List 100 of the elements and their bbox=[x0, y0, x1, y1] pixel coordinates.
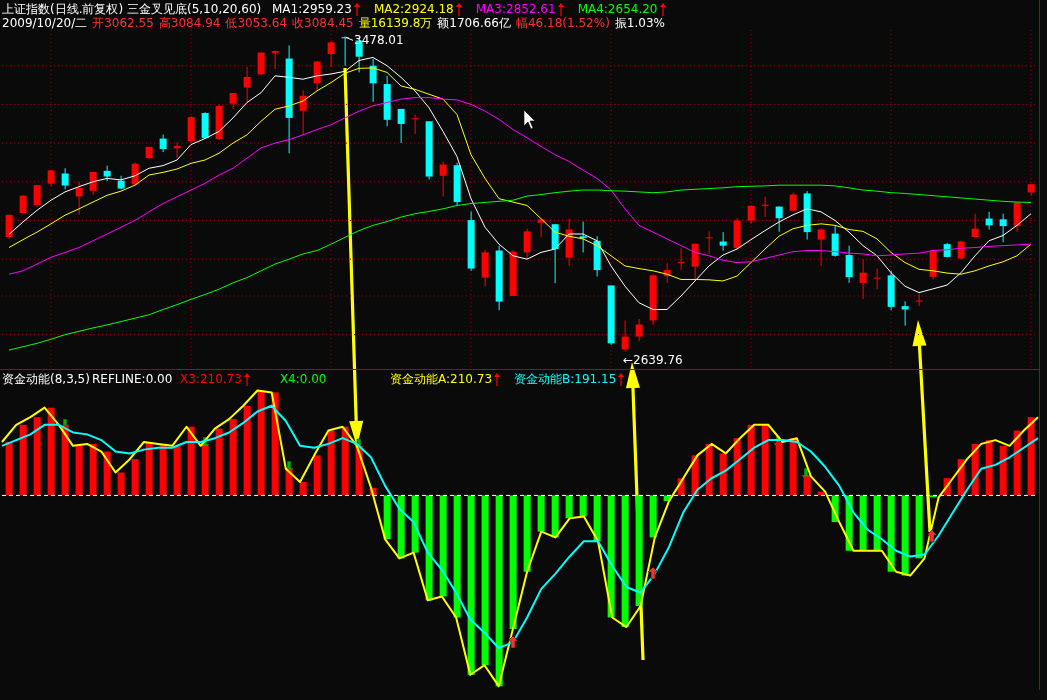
bar bbox=[5, 442, 13, 496]
candlestick bbox=[635, 318, 643, 342]
candlestick bbox=[327, 40, 335, 68]
text: 资金动能A:210.73 bbox=[390, 372, 493, 386]
candlestick bbox=[33, 184, 41, 208]
bar bbox=[481, 495, 489, 666]
bar bbox=[411, 495, 419, 553]
bar bbox=[187, 426, 195, 496]
candlestick bbox=[299, 89, 307, 136]
candlestick bbox=[61, 167, 69, 190]
bar bbox=[915, 495, 923, 559]
bar bbox=[565, 495, 573, 519]
bar bbox=[173, 445, 181, 496]
bar bbox=[229, 419, 237, 496]
text: X4:0.00 bbox=[279, 372, 327, 386]
candlestick bbox=[103, 165, 111, 182]
bar bbox=[131, 459, 139, 496]
bar bbox=[551, 495, 559, 538]
candlestick bbox=[89, 171, 97, 196]
bar bbox=[397, 495, 405, 559]
candlestick bbox=[19, 194, 27, 215]
candlestick bbox=[859, 258, 867, 300]
bar bbox=[47, 407, 55, 496]
candlestick bbox=[621, 319, 629, 352]
bar bbox=[901, 495, 909, 576]
candlestick bbox=[579, 221, 587, 253]
bar bbox=[635, 495, 643, 607]
text: 资金动能B:191.15 bbox=[514, 372, 617, 386]
annotation: 高3084.94 bbox=[158, 16, 221, 30]
bar bbox=[859, 495, 867, 551]
text: MA4:2654.20 bbox=[577, 2, 658, 16]
annotation: 幅46.18(1.52%) bbox=[515, 16, 610, 30]
bar bbox=[439, 495, 447, 597]
bar bbox=[1027, 417, 1035, 496]
bar bbox=[299, 482, 307, 496]
bar bbox=[705, 443, 713, 496]
candlestick bbox=[313, 60, 321, 92]
bar bbox=[313, 455, 321, 496]
candlestick bbox=[411, 114, 419, 135]
annotation: 3478.01 bbox=[354, 33, 404, 48]
text: MA3:2852.61 bbox=[475, 2, 556, 16]
bar bbox=[243, 405, 251, 496]
chart-title: 上证指数(日线.前复权) 三金叉见底(5,10,20,60) bbox=[2, 2, 262, 16]
bar bbox=[383, 495, 391, 540]
candlestick bbox=[873, 268, 881, 290]
bar bbox=[719, 453, 727, 496]
bar bbox=[593, 495, 601, 542]
bar bbox=[19, 424, 27, 496]
annotation: 额1706.66亿 bbox=[437, 16, 511, 30]
bar bbox=[1013, 430, 1021, 496]
candlestick bbox=[75, 181, 83, 216]
candlestick bbox=[971, 213, 979, 239]
bar bbox=[341, 426, 349, 496]
candlestick bbox=[831, 224, 839, 258]
bar bbox=[733, 438, 741, 496]
annotation: 2009/10/20/二 bbox=[2, 16, 88, 30]
bar bbox=[467, 495, 475, 675]
bar bbox=[425, 495, 433, 601]
bar bbox=[159, 443, 167, 496]
text: MA1:2959.23 bbox=[272, 2, 352, 16]
bar bbox=[621, 495, 629, 628]
ref-line-label: REFLINE:0.00 bbox=[92, 372, 173, 386]
bar bbox=[103, 451, 111, 496]
candlestick bbox=[775, 206, 783, 233]
candlestick bbox=[719, 231, 727, 252]
annotation: 振1.03% bbox=[614, 16, 665, 30]
bar bbox=[747, 424, 755, 496]
annotation: 收3084.45 bbox=[292, 16, 354, 30]
bar bbox=[607, 495, 615, 618]
chart-title: 资金动能(8,3,5) bbox=[2, 372, 90, 386]
bar bbox=[509, 495, 517, 629]
bar bbox=[327, 430, 335, 496]
bar bbox=[761, 424, 769, 496]
legend-label: X3:210.73 bbox=[180, 372, 242, 386]
bar bbox=[453, 495, 461, 618]
bar bbox=[257, 390, 265, 496]
candlestick bbox=[705, 230, 713, 255]
bar bbox=[215, 428, 223, 496]
candlestick bbox=[901, 300, 909, 327]
candlestick bbox=[439, 160, 447, 197]
candlestick bbox=[677, 247, 685, 271]
bar bbox=[523, 495, 531, 572]
annotation: 量16139.8万 bbox=[358, 16, 433, 30]
bar bbox=[887, 495, 895, 572]
bar bbox=[537, 495, 545, 532]
annotation: 开3062.55 bbox=[92, 16, 154, 30]
annotation: 低3053.64 bbox=[225, 16, 288, 30]
candlestick bbox=[817, 228, 825, 267]
bar bbox=[89, 443, 97, 496]
bar bbox=[789, 438, 797, 496]
bar bbox=[985, 440, 993, 496]
candlestick bbox=[747, 204, 755, 225]
bar bbox=[579, 495, 587, 517]
candlestick bbox=[999, 213, 1007, 243]
candlestick bbox=[845, 245, 853, 284]
candlestick bbox=[1013, 201, 1021, 233]
bar bbox=[145, 442, 153, 496]
bar bbox=[873, 495, 881, 551]
bar bbox=[117, 472, 125, 496]
bar bbox=[649, 495, 657, 538]
